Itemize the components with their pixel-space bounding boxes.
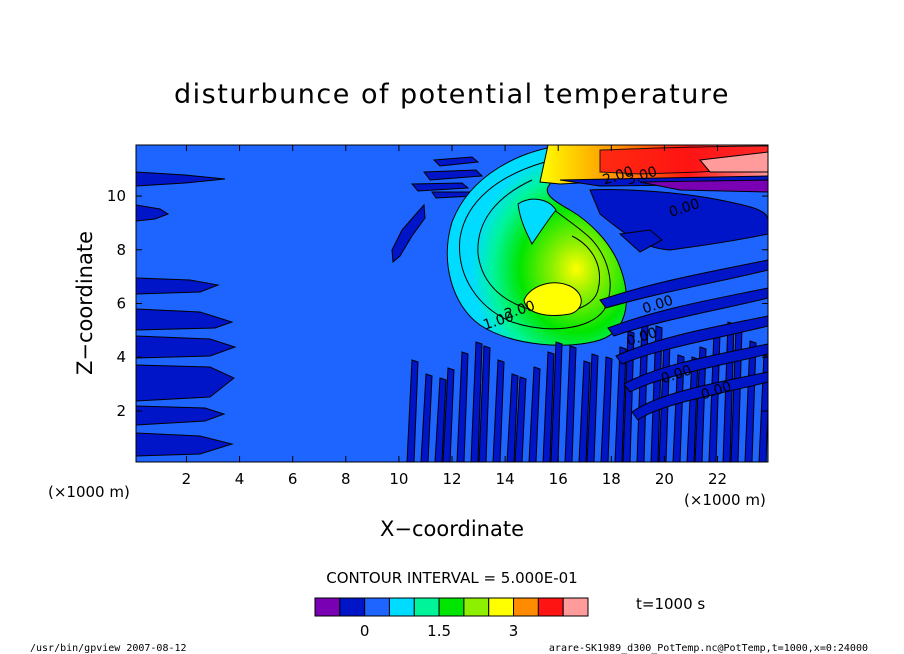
turbulent-stripes [406,259,768,462]
diagonal-band [607,287,768,337]
stripe [614,346,627,462]
stripe [478,345,491,462]
vortex-contour-1 [459,161,611,330]
footer-left: /usr/bin/gpview 2007-08-12 [30,643,187,654]
diagonal-band [615,315,768,365]
colorbar-tick-label: 0 [360,622,370,640]
colorbar-swatch [513,597,539,617]
stripe [528,366,541,462]
colorbar-swatch [488,597,515,617]
plot-area [136,145,768,462]
x-unit-label: (×1000 m) [684,491,766,509]
time-label: t=1000 s [636,595,705,613]
upper-negative-blobs [391,156,484,264]
colorbar-tick-label: 3 [509,622,519,640]
colorbar-swatch [314,597,341,617]
colorbar-swatch [562,597,589,617]
y-tick-label: 4 [116,348,126,366]
stripe [622,330,635,462]
stripe [694,346,707,462]
colorbar-swatch [438,597,465,617]
vortex-outer [446,145,627,346]
stripe [564,345,577,462]
stripe [470,341,483,462]
x-tick-label: 20 [655,470,674,488]
y-tick-label: 6 [116,295,126,313]
colorbar [314,597,589,617]
x-tick-label: 4 [235,470,245,488]
stripe [672,354,685,462]
x-tick-label: 12 [442,470,461,488]
stripe [506,373,519,462]
colorbar-swatch [388,597,415,617]
colorbar-tick-label: 1.5 [427,622,451,640]
x-tick-label: 2 [182,470,192,488]
x-tick-label: 10 [389,470,408,488]
x-tick-label: 18 [602,470,621,488]
x-tick-label: 8 [341,470,351,488]
stripe [442,367,455,462]
stripe [578,360,591,462]
x-tick-label: 16 [549,470,568,488]
stripe [744,340,757,462]
stripe [600,356,613,462]
left-negative-bands [136,171,237,457]
stripe [514,376,527,462]
colorbar-swatch [413,597,440,617]
colorbar-tick-labels: 0 1.5 3 [360,622,518,640]
y-axis-title: Z−coordinate [73,231,97,375]
x-tick-label: 6 [288,470,298,488]
top-right-plume [539,145,768,193]
vortex-inner-cyan [517,198,557,245]
stripe [492,359,505,462]
y-unit-label: (×1000 m) [48,483,130,501]
stripe [456,351,469,462]
x-axis-ticks: 2 4 6 8 10 12 14 16 18 20 22 [182,145,727,488]
colorbar-swatch [463,597,490,617]
colorbar-swatch [537,597,564,617]
y-tick-label: 2 [116,402,126,420]
footer-right: arare-SK1989_d300_PotTemp.nc@PotTemp,t=1… [549,643,868,654]
vortex [446,145,627,346]
colorbar-swatch [339,597,366,617]
contour-interval-text: CONTOUR INTERVAL = 5.000E-01 [326,569,577,587]
x-tick-label: 14 [496,470,515,488]
upper-right-negative [589,188,768,253]
stripe [542,351,555,462]
stripe [586,353,599,462]
y-axis-ticks: 2 4 6 8 10 [107,187,768,420]
diagonal-band [599,259,768,309]
stripe [434,377,447,462]
stripe [686,356,699,462]
stripe [420,373,433,462]
vortex-core [523,282,582,316]
x-axis-title: X−coordinate [380,517,524,541]
diagonal-band [623,343,768,393]
colorbar-swatch [364,597,390,617]
stripe [406,359,419,462]
y-tick-label: 8 [116,241,126,259]
stripe [550,341,563,462]
diagonal-band [631,371,768,421]
y-tick-label: 10 [107,187,126,205]
x-tick-label: 22 [708,470,727,488]
stripe [650,325,663,462]
chart-title: disturbunce of potential temperature [174,79,730,110]
